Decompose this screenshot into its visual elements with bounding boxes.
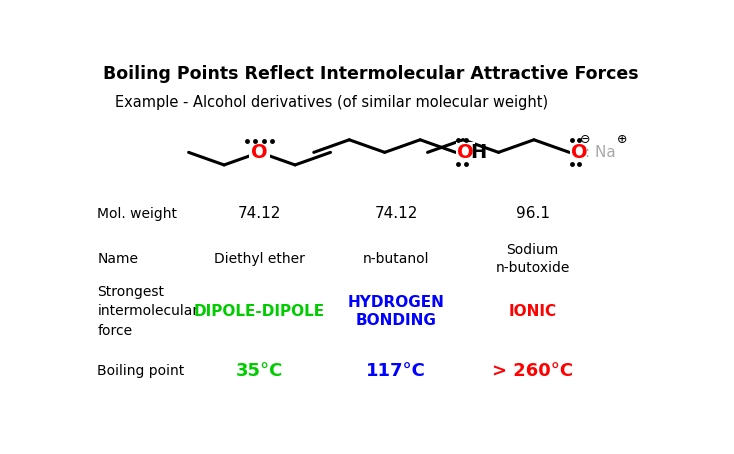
Text: ⊖: ⊖ — [580, 133, 590, 146]
Text: Name: Name — [98, 252, 139, 266]
Text: > 260°C: > 260°C — [492, 362, 573, 380]
Text: HYDROGEN
BONDING: HYDROGEN BONDING — [348, 295, 445, 328]
Text: H: H — [470, 143, 486, 162]
Text: Mol. weight: Mol. weight — [98, 207, 178, 221]
Text: Sodium
n-butoxide: Sodium n-butoxide — [495, 243, 570, 275]
Text: DIPOLE-DIPOLE: DIPOLE-DIPOLE — [194, 304, 325, 319]
Text: 96.1: 96.1 — [515, 206, 550, 221]
Text: Example - Alcohol derivatives (of similar molecular weight): Example - Alcohol derivatives (of simila… — [115, 95, 548, 110]
Text: IONIC: IONIC — [509, 304, 556, 319]
Text: O: O — [571, 143, 588, 162]
Text: Strongest
intermolecular
force: Strongest intermolecular force — [98, 285, 199, 338]
Text: O: O — [251, 143, 268, 162]
Text: 117°C: 117°C — [366, 362, 426, 380]
Text: : Na: : Na — [585, 145, 616, 160]
Text: O: O — [457, 143, 474, 162]
Text: Boiling Points Reflect Intermolecular Attractive Forces: Boiling Points Reflect Intermolecular At… — [103, 65, 639, 83]
Text: Boiling point: Boiling point — [98, 364, 185, 378]
Text: Diethyl ether: Diethyl ether — [214, 252, 305, 266]
Text: 74.12: 74.12 — [374, 206, 418, 221]
Text: n-butanol: n-butanol — [363, 252, 429, 266]
Text: ⊕: ⊕ — [617, 133, 628, 146]
Text: 74.12: 74.12 — [238, 206, 281, 221]
Text: 35°C: 35°C — [236, 362, 283, 380]
